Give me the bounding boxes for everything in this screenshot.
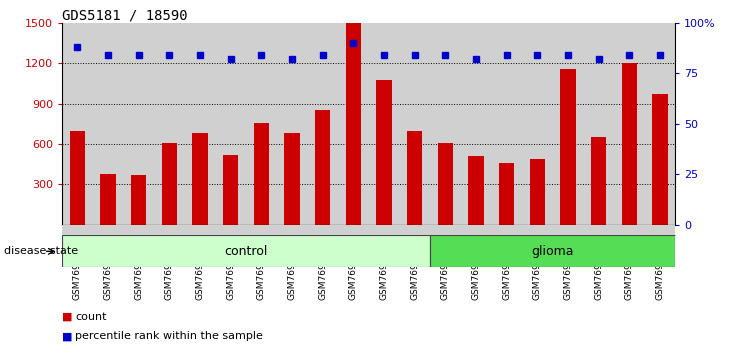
Bar [246,23,277,225]
Bar [522,225,553,235]
Bar [62,225,93,235]
Bar [614,23,645,225]
Text: count: count [75,312,107,322]
Bar [307,23,338,225]
Bar [193,133,208,225]
Bar [583,225,614,235]
Bar [530,159,545,225]
Bar [338,23,369,225]
Bar [101,174,116,225]
Bar [369,225,399,235]
Text: disease state: disease state [4,246,78,256]
Bar [561,69,576,225]
Bar [154,23,185,225]
Bar [215,23,246,225]
Bar [123,23,154,225]
Bar [491,23,522,225]
Text: control: control [224,245,268,258]
Bar [407,131,422,225]
Bar [469,156,483,225]
Bar [499,163,515,225]
Bar [377,80,392,225]
Bar [307,225,338,235]
Bar [522,23,553,225]
Bar [399,23,430,225]
Bar [346,23,361,225]
Bar [246,225,277,235]
Bar [254,122,269,225]
Bar [430,225,461,235]
Bar [645,23,675,225]
Text: glioma: glioma [531,245,574,258]
Bar [430,23,461,225]
Bar [645,225,675,235]
Bar [62,23,93,225]
Bar [277,23,307,225]
Bar [461,225,491,235]
Bar [491,225,522,235]
Bar [70,131,85,225]
Bar [583,23,614,225]
Text: percentile rank within the sample: percentile rank within the sample [75,331,263,341]
Bar [162,143,177,225]
Bar [315,110,331,225]
Bar [553,225,583,235]
Bar [93,225,123,235]
Bar [285,133,300,225]
Text: GDS5181 / 18590: GDS5181 / 18590 [62,9,188,23]
Text: ■: ■ [62,331,72,341]
Bar [369,23,399,225]
Bar [591,137,607,225]
Bar [223,155,239,225]
Bar [131,175,147,225]
Bar [430,235,675,267]
Text: ■: ■ [62,312,72,322]
Bar [123,225,154,235]
Bar [93,23,123,225]
Bar [154,225,185,235]
Bar [338,225,369,235]
Bar [215,225,246,235]
Bar [185,225,215,235]
Bar [438,143,453,225]
Bar [553,23,583,225]
Bar [653,94,668,225]
Bar [277,225,307,235]
Bar [185,23,215,225]
Bar [622,63,637,225]
Bar [399,225,430,235]
Bar [62,235,430,267]
Bar [461,23,491,225]
Bar [614,225,645,235]
